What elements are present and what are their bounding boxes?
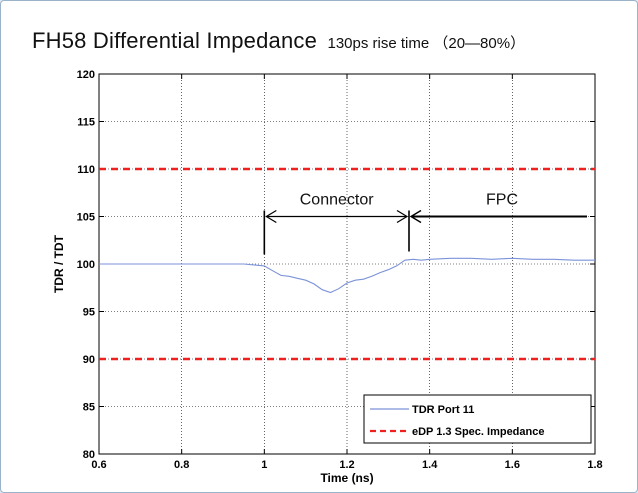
y-tick-label: 95: [83, 307, 95, 319]
x-axis-label: Time (ns): [320, 471, 373, 485]
series-line-tdr: [99, 257, 595, 294]
connector-arrow-left: [265, 209, 277, 224]
y-tick-label: 120: [77, 69, 95, 81]
y-tick-label: 115: [77, 117, 95, 129]
y-tick-label: 110: [77, 164, 95, 176]
fpc-arrow-left: [409, 209, 422, 224]
x-tick-label: 0.8: [174, 459, 189, 471]
connector-label: Connector: [300, 192, 374, 209]
y-tick-label: 90: [83, 354, 95, 366]
connector-arrow-right: [396, 209, 409, 224]
legend-label-tdr: TDR Port 11: [412, 404, 474, 416]
y-tick-label: 105: [77, 212, 95, 224]
y-axis-label: TDR / TDT: [52, 234, 66, 293]
chart-subtitle: 130ps rise time （20—80%）: [327, 35, 526, 52]
x-tick-label: 1.4: [422, 459, 438, 471]
fpc-label: FPC: [486, 192, 518, 209]
y-tick-label: 80: [83, 449, 95, 461]
legend: TDR Port 11 eDP 1.3 Spec. Impedance: [363, 394, 592, 444]
axis-ticks: 0.6 0.8 1 1.2 1.4 1.6 1.8 80 85 90 95 100 105 110 115 1…: [77, 69, 603, 471]
x-tick-label: 1.6: [505, 459, 520, 471]
y-tick-label: 85: [83, 402, 95, 414]
x-tick-label: 1.2: [339, 459, 354, 471]
x-tick-label: 0.6: [91, 459, 106, 471]
x-tick-label: 1.8: [587, 459, 602, 471]
series-layer: [99, 167, 595, 361]
chart-title: FH58 Differential Impedance: [32, 28, 318, 53]
legend-label-spec: eDP 1.3 Spec. Impedance: [412, 426, 544, 438]
annotations: Connector FPC: [263, 192, 587, 255]
chart-title-row: FH58 Differential Impedance 130ps rise t…: [32, 28, 525, 54]
x-tick-label: 1: [261, 459, 267, 471]
y-tick-label: 100: [77, 259, 95, 271]
legend-box: [363, 394, 592, 444]
